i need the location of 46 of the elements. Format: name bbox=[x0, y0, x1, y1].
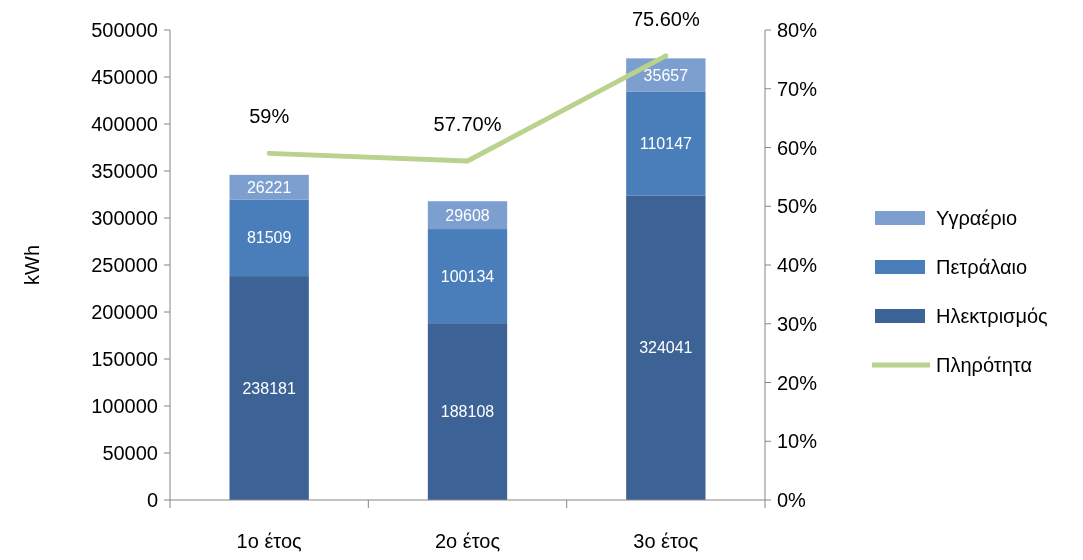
data-label: 100134 bbox=[440, 267, 495, 285]
bar bbox=[229, 199, 309, 277]
y-tick-label: 450000 bbox=[91, 66, 158, 88]
y2-tick-label: 10% bbox=[777, 430, 818, 453]
data-label: 26221 bbox=[246, 178, 292, 196]
bar bbox=[427, 323, 508, 500]
data-label: 57.70% bbox=[433, 113, 502, 136]
y-tick-label: 350000 bbox=[91, 160, 158, 182]
data-label: 110147 bbox=[639, 135, 693, 153]
y2-tick-label: 30% bbox=[777, 312, 818, 335]
y2-tick-label: 40% bbox=[777, 254, 818, 276]
y-tick-label: 400000 bbox=[91, 113, 158, 135]
legend-label: Πετράλαιο bbox=[936, 256, 1028, 278]
legend-label: Ηλεκτρισμός bbox=[936, 305, 1049, 327]
data-label: 75.60% bbox=[631, 7, 700, 30]
y2-tick-label: 0% bbox=[777, 489, 807, 511]
x-tick-label: 3ο έτος bbox=[633, 530, 699, 552]
bar bbox=[427, 229, 508, 324]
data-label: 35657 bbox=[643, 66, 689, 84]
y-tick-label: 200000 bbox=[91, 301, 158, 323]
x-tick-label: 2ο έτος bbox=[434, 530, 501, 552]
data-label: 59% bbox=[249, 105, 290, 128]
y-tick-label: 150000 bbox=[91, 348, 158, 370]
legend-label: Υγραέριο bbox=[936, 207, 1018, 229]
data-label: 81509 bbox=[246, 229, 292, 247]
y2-tick-label: 20% bbox=[777, 371, 818, 394]
y-tick-label: 0 bbox=[146, 489, 158, 511]
data-label: 188108 bbox=[440, 403, 495, 421]
x-tick-label: 1ο έτος bbox=[236, 530, 303, 552]
data-label: 238181 bbox=[242, 379, 296, 397]
y2-tick-label: 70% bbox=[777, 77, 818, 100]
bar bbox=[626, 195, 706, 500]
y-axis-title: kWh bbox=[21, 245, 43, 285]
data-label: 29608 bbox=[445, 206, 490, 224]
data-label: 324041 bbox=[639, 339, 693, 357]
y2-tick-label: 80% bbox=[777, 19, 818, 41]
y-tick-label: 50000 bbox=[102, 442, 158, 464]
y-tick-label: 300000 bbox=[91, 207, 158, 229]
y2-tick-label: 60% bbox=[777, 136, 818, 159]
y-tick-label: 500000 bbox=[91, 19, 158, 41]
y-tick-label: 100000 bbox=[91, 395, 158, 417]
bar bbox=[229, 276, 309, 500]
legend-label: Πληρότητα bbox=[936, 354, 1032, 376]
y-tick-label: 250000 bbox=[91, 254, 158, 276]
bar bbox=[626, 91, 706, 196]
y2-tick-label: 50% bbox=[777, 195, 818, 218]
